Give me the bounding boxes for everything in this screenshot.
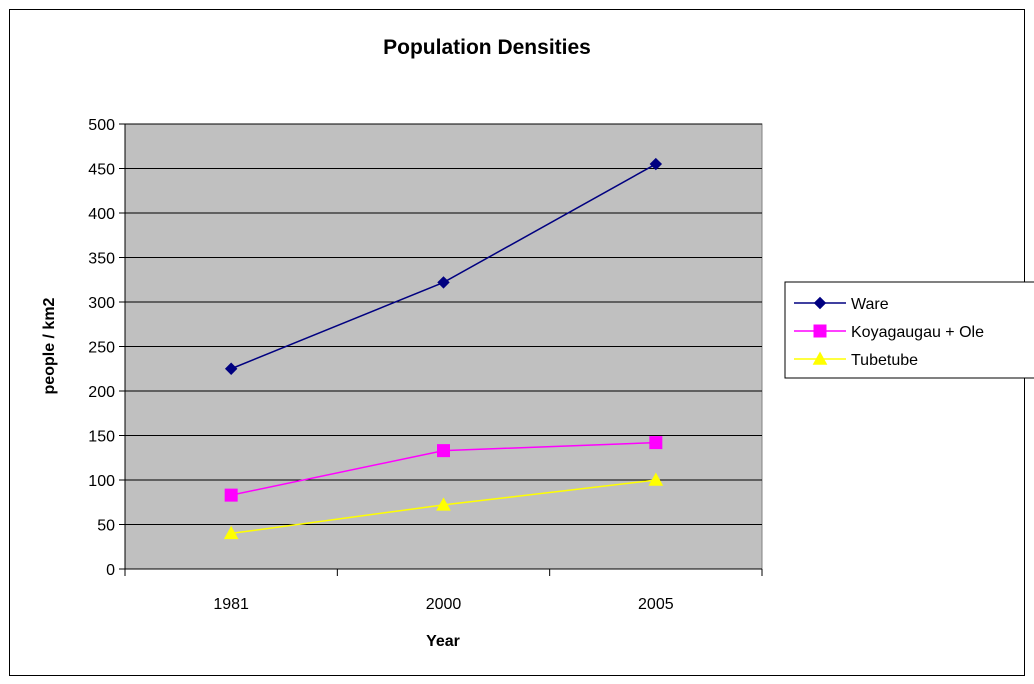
- series-layer: [223, 157, 664, 540]
- data-point: [436, 497, 451, 511]
- y-tick-label: 500: [88, 117, 115, 134]
- y-axis-title: people / km2: [41, 297, 58, 394]
- data-point: [649, 436, 663, 450]
- y-tick-label: 300: [88, 295, 115, 312]
- legend-item: Ware: [794, 296, 889, 313]
- legend-marker: [812, 351, 828, 365]
- x-tick-label: 2005: [638, 596, 674, 613]
- legend-item: Tubetube: [794, 351, 918, 369]
- data-point: [437, 276, 450, 289]
- y-tick-label: 150: [88, 429, 115, 446]
- y-tick-label: 50: [97, 518, 115, 535]
- y-tick-label: 450: [88, 162, 115, 179]
- chart-title: Population Densities: [383, 36, 591, 59]
- y-tick-label: 100: [88, 473, 115, 490]
- y-tick-label: 200: [88, 384, 115, 401]
- legend-label: Ware: [851, 296, 889, 313]
- data-point: [224, 488, 238, 502]
- y-axis: 0 50 100 150 200 250 300 350 400 450 500: [88, 117, 126, 579]
- series-0: [224, 157, 663, 375]
- legend-label: Tubetube: [851, 352, 918, 369]
- data-point: [648, 472, 664, 486]
- legend-label: Koyagaugau + Ole: [851, 324, 984, 341]
- data-point: [223, 525, 239, 540]
- legend-marker: [813, 296, 827, 310]
- y-tick-label: 250: [88, 340, 115, 357]
- y-tick-label: 350: [88, 251, 115, 268]
- x-tick-label: 1981: [213, 596, 249, 613]
- legend-marker: [813, 324, 827, 338]
- x-axis-title: Year: [426, 633, 460, 650]
- x-axis: 1981 2000 2005: [124, 568, 763, 613]
- data-point: [649, 157, 663, 171]
- series-1: [224, 436, 663, 502]
- series-2: [223, 472, 664, 540]
- data-point: [224, 362, 238, 375]
- legend: Ware Koyagaugau + Ole Tubetube: [794, 296, 984, 369]
- y-tick-label: 400: [88, 206, 115, 223]
- legend-item: Koyagaugau + Ole: [794, 324, 984, 341]
- data-point: [437, 444, 450, 458]
- y-tick-label: 0: [106, 562, 115, 579]
- x-tick-label: 2000: [426, 596, 462, 613]
